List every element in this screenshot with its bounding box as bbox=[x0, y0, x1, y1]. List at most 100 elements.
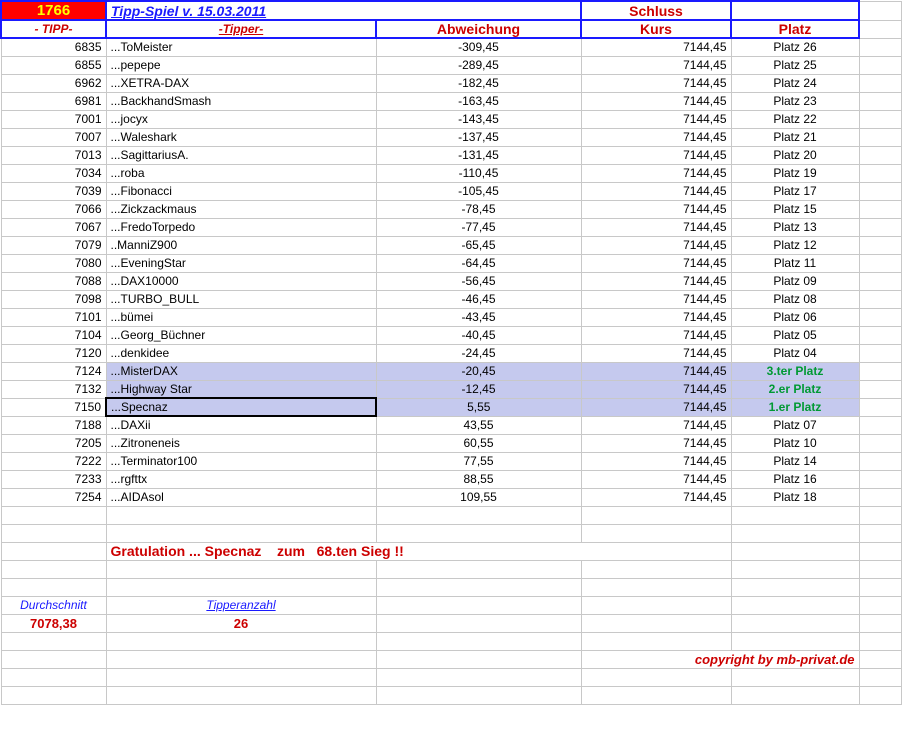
cell-abweichung: 109,55 bbox=[376, 488, 581, 506]
table-row: 6981...BackhandSmash-163,457144,45Platz … bbox=[1, 92, 901, 110]
cell-platz: 2.er Platz bbox=[731, 380, 859, 398]
summary-label-row: DurchschnittTipperanzahl bbox=[1, 596, 901, 614]
table-row: 7124...MisterDAX-20,457144,453.ter Platz bbox=[1, 362, 901, 380]
trailing-cell bbox=[859, 200, 901, 218]
empty-cell bbox=[106, 578, 376, 596]
cell-kurs: 7144,45 bbox=[581, 488, 731, 506]
game-number: 1766 bbox=[1, 1, 106, 20]
trailing-cell bbox=[859, 74, 901, 92]
empty-cell bbox=[1, 650, 106, 668]
trailing-cell bbox=[859, 308, 901, 326]
cell-platz: Platz 11 bbox=[731, 254, 859, 272]
header-schluss: Schluss bbox=[581, 1, 731, 20]
trailing-cell bbox=[859, 92, 901, 110]
cell-tipp: 7080 bbox=[1, 254, 106, 272]
trailing-cell bbox=[859, 20, 901, 38]
cell-tipp: 7222 bbox=[1, 452, 106, 470]
trailing-cell bbox=[859, 542, 901, 560]
table-row: 7080...EveningStar-64,457144,45Platz 11 bbox=[1, 254, 901, 272]
empty-cell bbox=[376, 650, 581, 668]
trailing-cell bbox=[859, 344, 901, 362]
cell-kurs: 7144,45 bbox=[581, 290, 731, 308]
trailing-cell bbox=[859, 146, 901, 164]
empty-row bbox=[1, 668, 901, 686]
cell-tipp: 6981 bbox=[1, 92, 106, 110]
cell-kurs: 7144,45 bbox=[581, 110, 731, 128]
cell-platz: Platz 18 bbox=[731, 488, 859, 506]
cell-tipp: 7013 bbox=[1, 146, 106, 164]
game-title: Tipp-Spiel v. 15.03.2011 bbox=[106, 1, 581, 20]
cell-kurs: 7144,45 bbox=[581, 326, 731, 344]
cell-abweichung: -24,45 bbox=[376, 344, 581, 362]
cell-tipp: 6962 bbox=[1, 74, 106, 92]
empty-cell bbox=[731, 578, 859, 596]
cell-tipp: 7205 bbox=[1, 434, 106, 452]
cell-tipper: ...AIDAsol bbox=[106, 488, 376, 506]
empty-cell bbox=[106, 686, 376, 704]
table-row: 7013...SagittariusA.-131,457144,45Platz … bbox=[1, 146, 901, 164]
empty-row bbox=[1, 686, 901, 704]
cell-abweichung: -182,45 bbox=[376, 74, 581, 92]
cell-platz: Platz 19 bbox=[731, 164, 859, 182]
cell-tipper: ...DAXii bbox=[106, 416, 376, 434]
trailing-cell bbox=[859, 452, 901, 470]
cell-platz: Platz 22 bbox=[731, 110, 859, 128]
cell-tipp: 7150 bbox=[1, 398, 106, 416]
empty-cell bbox=[859, 578, 901, 596]
cell-kurs: 7144,45 bbox=[581, 164, 731, 182]
empty-cell bbox=[731, 614, 859, 632]
cell-abweichung: -78,45 bbox=[376, 200, 581, 218]
cell-abweichung: -137,45 bbox=[376, 128, 581, 146]
cell-tipp: 7188 bbox=[1, 416, 106, 434]
empty-cell bbox=[106, 560, 376, 578]
trailing-cell bbox=[859, 398, 901, 416]
empty-cell bbox=[1, 506, 106, 524]
trailing-cell bbox=[859, 128, 901, 146]
cell-tipp: 7039 bbox=[1, 182, 106, 200]
cell-kurs: 7144,45 bbox=[581, 398, 731, 416]
empty-cell bbox=[731, 596, 859, 614]
cell-tipp: 7034 bbox=[1, 164, 106, 182]
cell-tipp: 7066 bbox=[1, 200, 106, 218]
cell-abweichung: 5,55 bbox=[376, 398, 581, 416]
cell-kurs: 7144,45 bbox=[581, 272, 731, 290]
table-row: 7088...DAX10000-56,457144,45Platz 09 bbox=[1, 272, 901, 290]
cell-abweichung: -110,45 bbox=[376, 164, 581, 182]
cell-platz: Platz 08 bbox=[731, 290, 859, 308]
trailing-cell bbox=[859, 416, 901, 434]
cell-tipper: ...Fibonacci bbox=[106, 182, 376, 200]
header-abweichung: Abweichung bbox=[376, 20, 581, 38]
header-tipper: -Tipper- bbox=[106, 20, 376, 38]
cell-kurs: 7144,45 bbox=[581, 200, 731, 218]
cell-platz: Platz 24 bbox=[731, 74, 859, 92]
empty-cell bbox=[859, 506, 901, 524]
trailing-cell bbox=[859, 254, 901, 272]
cell-kurs: 7144,45 bbox=[581, 182, 731, 200]
table-row: 7034...roba-110,457144,45Platz 19 bbox=[1, 164, 901, 182]
cell-platz: Platz 23 bbox=[731, 92, 859, 110]
trailing-cell bbox=[859, 1, 901, 20]
empty-cell bbox=[1, 524, 106, 542]
empty-cell bbox=[1, 686, 106, 704]
empty-cell bbox=[376, 686, 581, 704]
cell-tipp: 6835 bbox=[1, 38, 106, 56]
cell-tipper: ...Zickzackmaus bbox=[106, 200, 376, 218]
cell-tipper: ...TURBO_BULL bbox=[106, 290, 376, 308]
trailing-cell bbox=[859, 272, 901, 290]
empty-cell bbox=[106, 650, 376, 668]
cell-kurs: 7144,45 bbox=[581, 92, 731, 110]
empty-cell bbox=[731, 542, 859, 560]
empty-cell bbox=[376, 524, 581, 542]
table-row: 7150...Specnaz5,557144,451.er Platz bbox=[1, 398, 901, 416]
empty-cell bbox=[106, 632, 376, 650]
cell-tipper: ...roba bbox=[106, 164, 376, 182]
table-row: 7079..ManniZ900-65,457144,45Platz 12 bbox=[1, 236, 901, 254]
cell-kurs: 7144,45 bbox=[581, 434, 731, 452]
cell-tipp: 7079 bbox=[1, 236, 106, 254]
trailing-cell bbox=[859, 488, 901, 506]
empty-cell bbox=[859, 524, 901, 542]
cell-abweichung: -143,45 bbox=[376, 110, 581, 128]
cell-abweichung: -309,45 bbox=[376, 38, 581, 56]
header-tipp: - TIPP- bbox=[1, 20, 106, 38]
empty-cell bbox=[376, 614, 581, 632]
